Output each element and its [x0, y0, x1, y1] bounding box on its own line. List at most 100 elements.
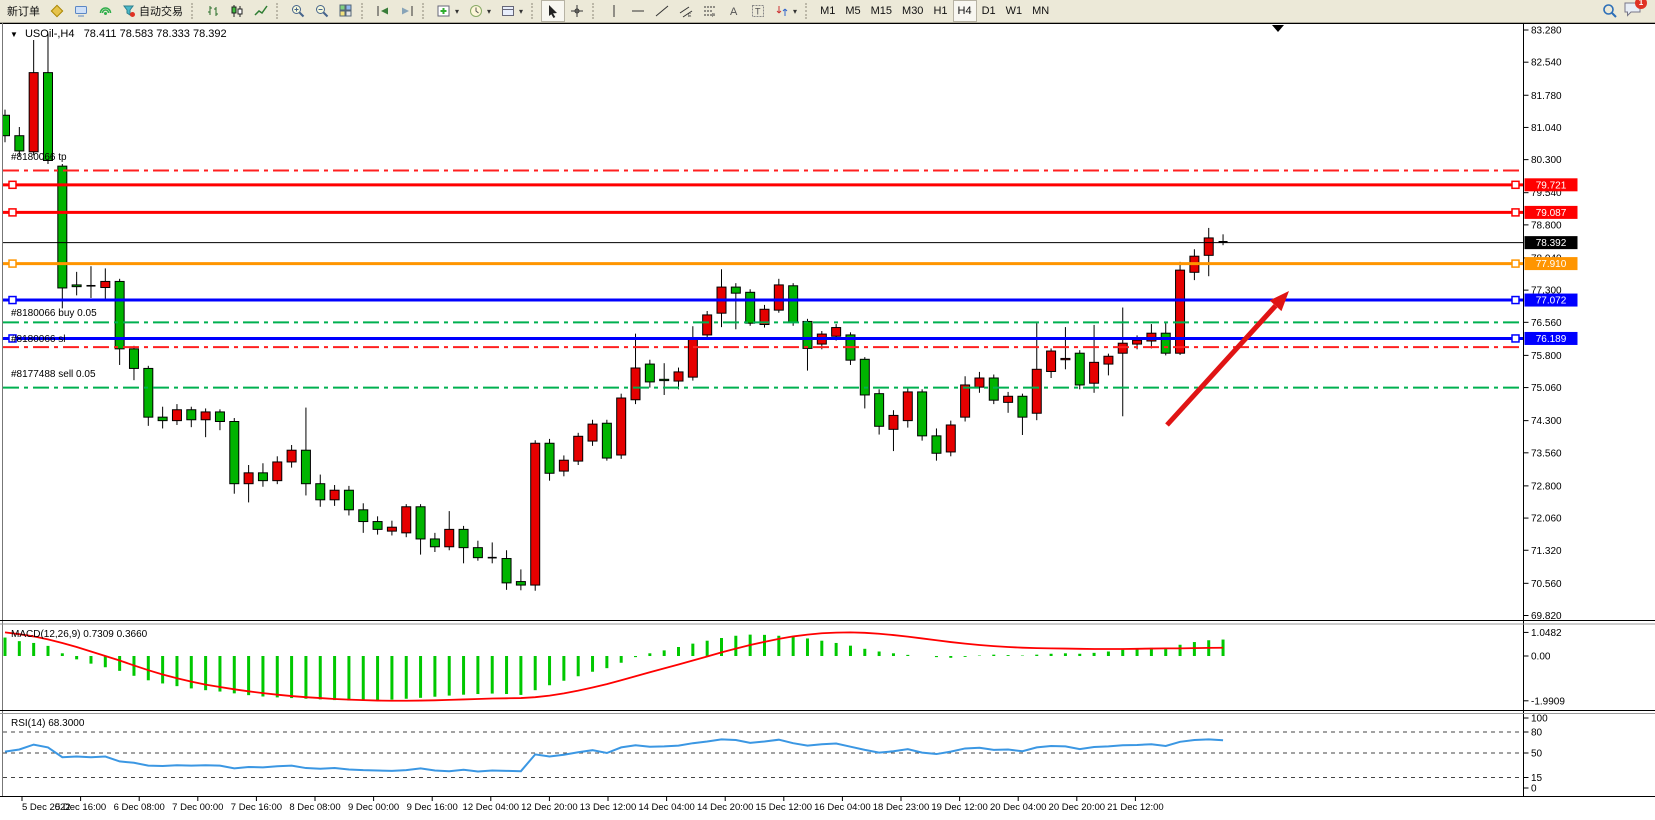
candle-body	[71, 284, 82, 288]
vertical-line-button[interactable]	[602, 0, 626, 22]
bar-chart-button[interactable]	[201, 0, 225, 22]
price-tick-label: 75.060	[1531, 383, 1562, 394]
equidistant-channel-button[interactable]: E	[674, 0, 698, 22]
rsi-scale-label: 80	[1531, 728, 1543, 739]
price-tag: 79.087	[1524, 205, 1578, 219]
metaeditor-button[interactable]	[69, 0, 93, 22]
metaeditor-icon	[75, 6, 87, 17]
price-tag: 79.721	[1524, 178, 1578, 192]
candle-body	[329, 489, 340, 501]
line-chart-button[interactable]	[249, 0, 273, 22]
price-tick-label: 72.060	[1531, 514, 1562, 525]
candle-body	[945, 424, 956, 453]
search-icon	[1603, 4, 1617, 18]
timeframe-label: M15	[870, 5, 893, 17]
candle-body	[888, 414, 899, 430]
tile-windows-button[interactable]	[334, 0, 358, 22]
line-anchor-marker	[1511, 180, 1520, 190]
rsi-indicator-label: RSI(14) 68.3000	[11, 718, 85, 729]
toolbar-grip	[531, 3, 538, 19]
timeframe-h4-button[interactable]: H4	[952, 0, 977, 22]
trendline-button[interactable]	[650, 0, 674, 22]
zoom-out-button[interactable]	[310, 0, 334, 22]
price-tag: 77.910	[1524, 257, 1578, 271]
zoom-in-icon	[292, 5, 305, 18]
candle-body	[530, 442, 541, 586]
chart-shift-icon	[402, 6, 413, 16]
chat-button[interactable]: 1	[1623, 0, 1647, 22]
toolbar-grip	[592, 3, 599, 19]
price-tick-label: 75.800	[1531, 351, 1562, 362]
candle-body	[128, 348, 139, 369]
timeframe-label: M1	[820, 5, 836, 17]
timeframe-label: M30	[902, 5, 924, 17]
signals-button[interactable]	[93, 0, 117, 22]
line-anchor-marker	[8, 259, 17, 268]
trend-arrow	[1165, 291, 1289, 427]
crosshair-button[interactable]	[565, 0, 589, 22]
signals-icon	[99, 7, 112, 15]
candle-body	[931, 435, 942, 454]
timeframe-m1-button[interactable]: M1	[815, 0, 840, 22]
time-tick-label: 5 Dec 2022	[22, 802, 71, 813]
fibonacci-button[interactable]: F	[698, 0, 722, 22]
timeframe-m30-button[interactable]: M30	[897, 0, 928, 22]
candlestick-chart-button[interactable]	[225, 0, 249, 22]
dropdown-caret-icon: ▾	[519, 6, 524, 16]
symbols-button[interactable]	[45, 0, 69, 22]
order-buy-label: #8180066 buy 0.05	[11, 308, 97, 319]
bar-chart-icon	[208, 6, 218, 16]
auto-scroll-button[interactable]	[371, 0, 395, 22]
templates-button[interactable]: ▾	[496, 0, 528, 22]
candle-body	[257, 472, 268, 482]
price-tag: 76.189	[1524, 331, 1578, 345]
price-tick-label: 78.800	[1531, 220, 1562, 231]
macd-scale-label: 1.0482	[1531, 628, 1562, 639]
pane-borders	[0, 23, 1655, 797]
order-sl-label: #8180066 sl	[11, 334, 66, 345]
price-tick-label: 77.300	[1531, 286, 1562, 297]
line-anchor-marker	[8, 295, 17, 305]
trendline-icon	[655, 5, 669, 17]
profiles-button[interactable]: ▾	[464, 0, 496, 22]
price-tag-value: 78.392	[1536, 238, 1567, 249]
cursor-button[interactable]	[541, 0, 566, 22]
time-tick-label: 7 Dec 16:00	[231, 802, 282, 813]
candle-body	[1103, 355, 1114, 365]
vertical-line-icon	[613, 5, 615, 17]
candle-body	[558, 459, 569, 472]
timeframe-h1-button[interactable]: H1	[928, 0, 952, 22]
price-tick-label: 82.540	[1531, 58, 1562, 69]
text-icon: A	[730, 6, 738, 18]
candle-body	[472, 547, 483, 559]
price-tag: 78.392	[1524, 236, 1578, 250]
new-order-button[interactable]: 新订单	[2, 0, 45, 22]
horizontal-line-button[interactable]	[626, 0, 650, 22]
text-button[interactable]: A	[722, 0, 746, 22]
chart-canvas[interactable]: 83.280 82.540 81.780 81.040 80.300 79.540 78.8…	[0, 23, 1655, 820]
candle-body	[143, 367, 154, 418]
candle-body	[343, 489, 354, 511]
notification-badge: 1	[1635, 0, 1647, 9]
new-chart-button[interactable]: ▾	[432, 0, 464, 22]
search-button[interactable]	[1597, 0, 1623, 22]
text-label-button[interactable]: T	[746, 0, 770, 22]
auto-trading-button[interactable]: 自动交易	[117, 0, 188, 22]
timeframe-mn-button[interactable]: MN	[1027, 0, 1054, 22]
candle-body	[573, 435, 584, 462]
arrows-button[interactable]: ▾	[770, 0, 802, 22]
zoom-in-button[interactable]	[286, 0, 310, 22]
chart-shift-button[interactable]	[395, 0, 419, 22]
timeframe-w1-button[interactable]: W1	[1001, 0, 1028, 22]
price-tag-box	[1524, 178, 1578, 192]
timeframe-d1-button[interactable]: D1	[977, 0, 1001, 22]
timeframe-m15-button[interactable]: M15	[866, 0, 897, 22]
text-label-icon: T	[752, 5, 765, 17]
timeframe-m5-button[interactable]: M5	[840, 0, 865, 22]
macd-layer	[3, 631, 1225, 702]
chart-collapse-icon[interactable]: ▼	[10, 30, 18, 39]
candle-body	[730, 286, 741, 294]
candle-body	[630, 367, 641, 401]
new-chart-icon	[437, 5, 450, 17]
candle-body	[501, 558, 512, 584]
